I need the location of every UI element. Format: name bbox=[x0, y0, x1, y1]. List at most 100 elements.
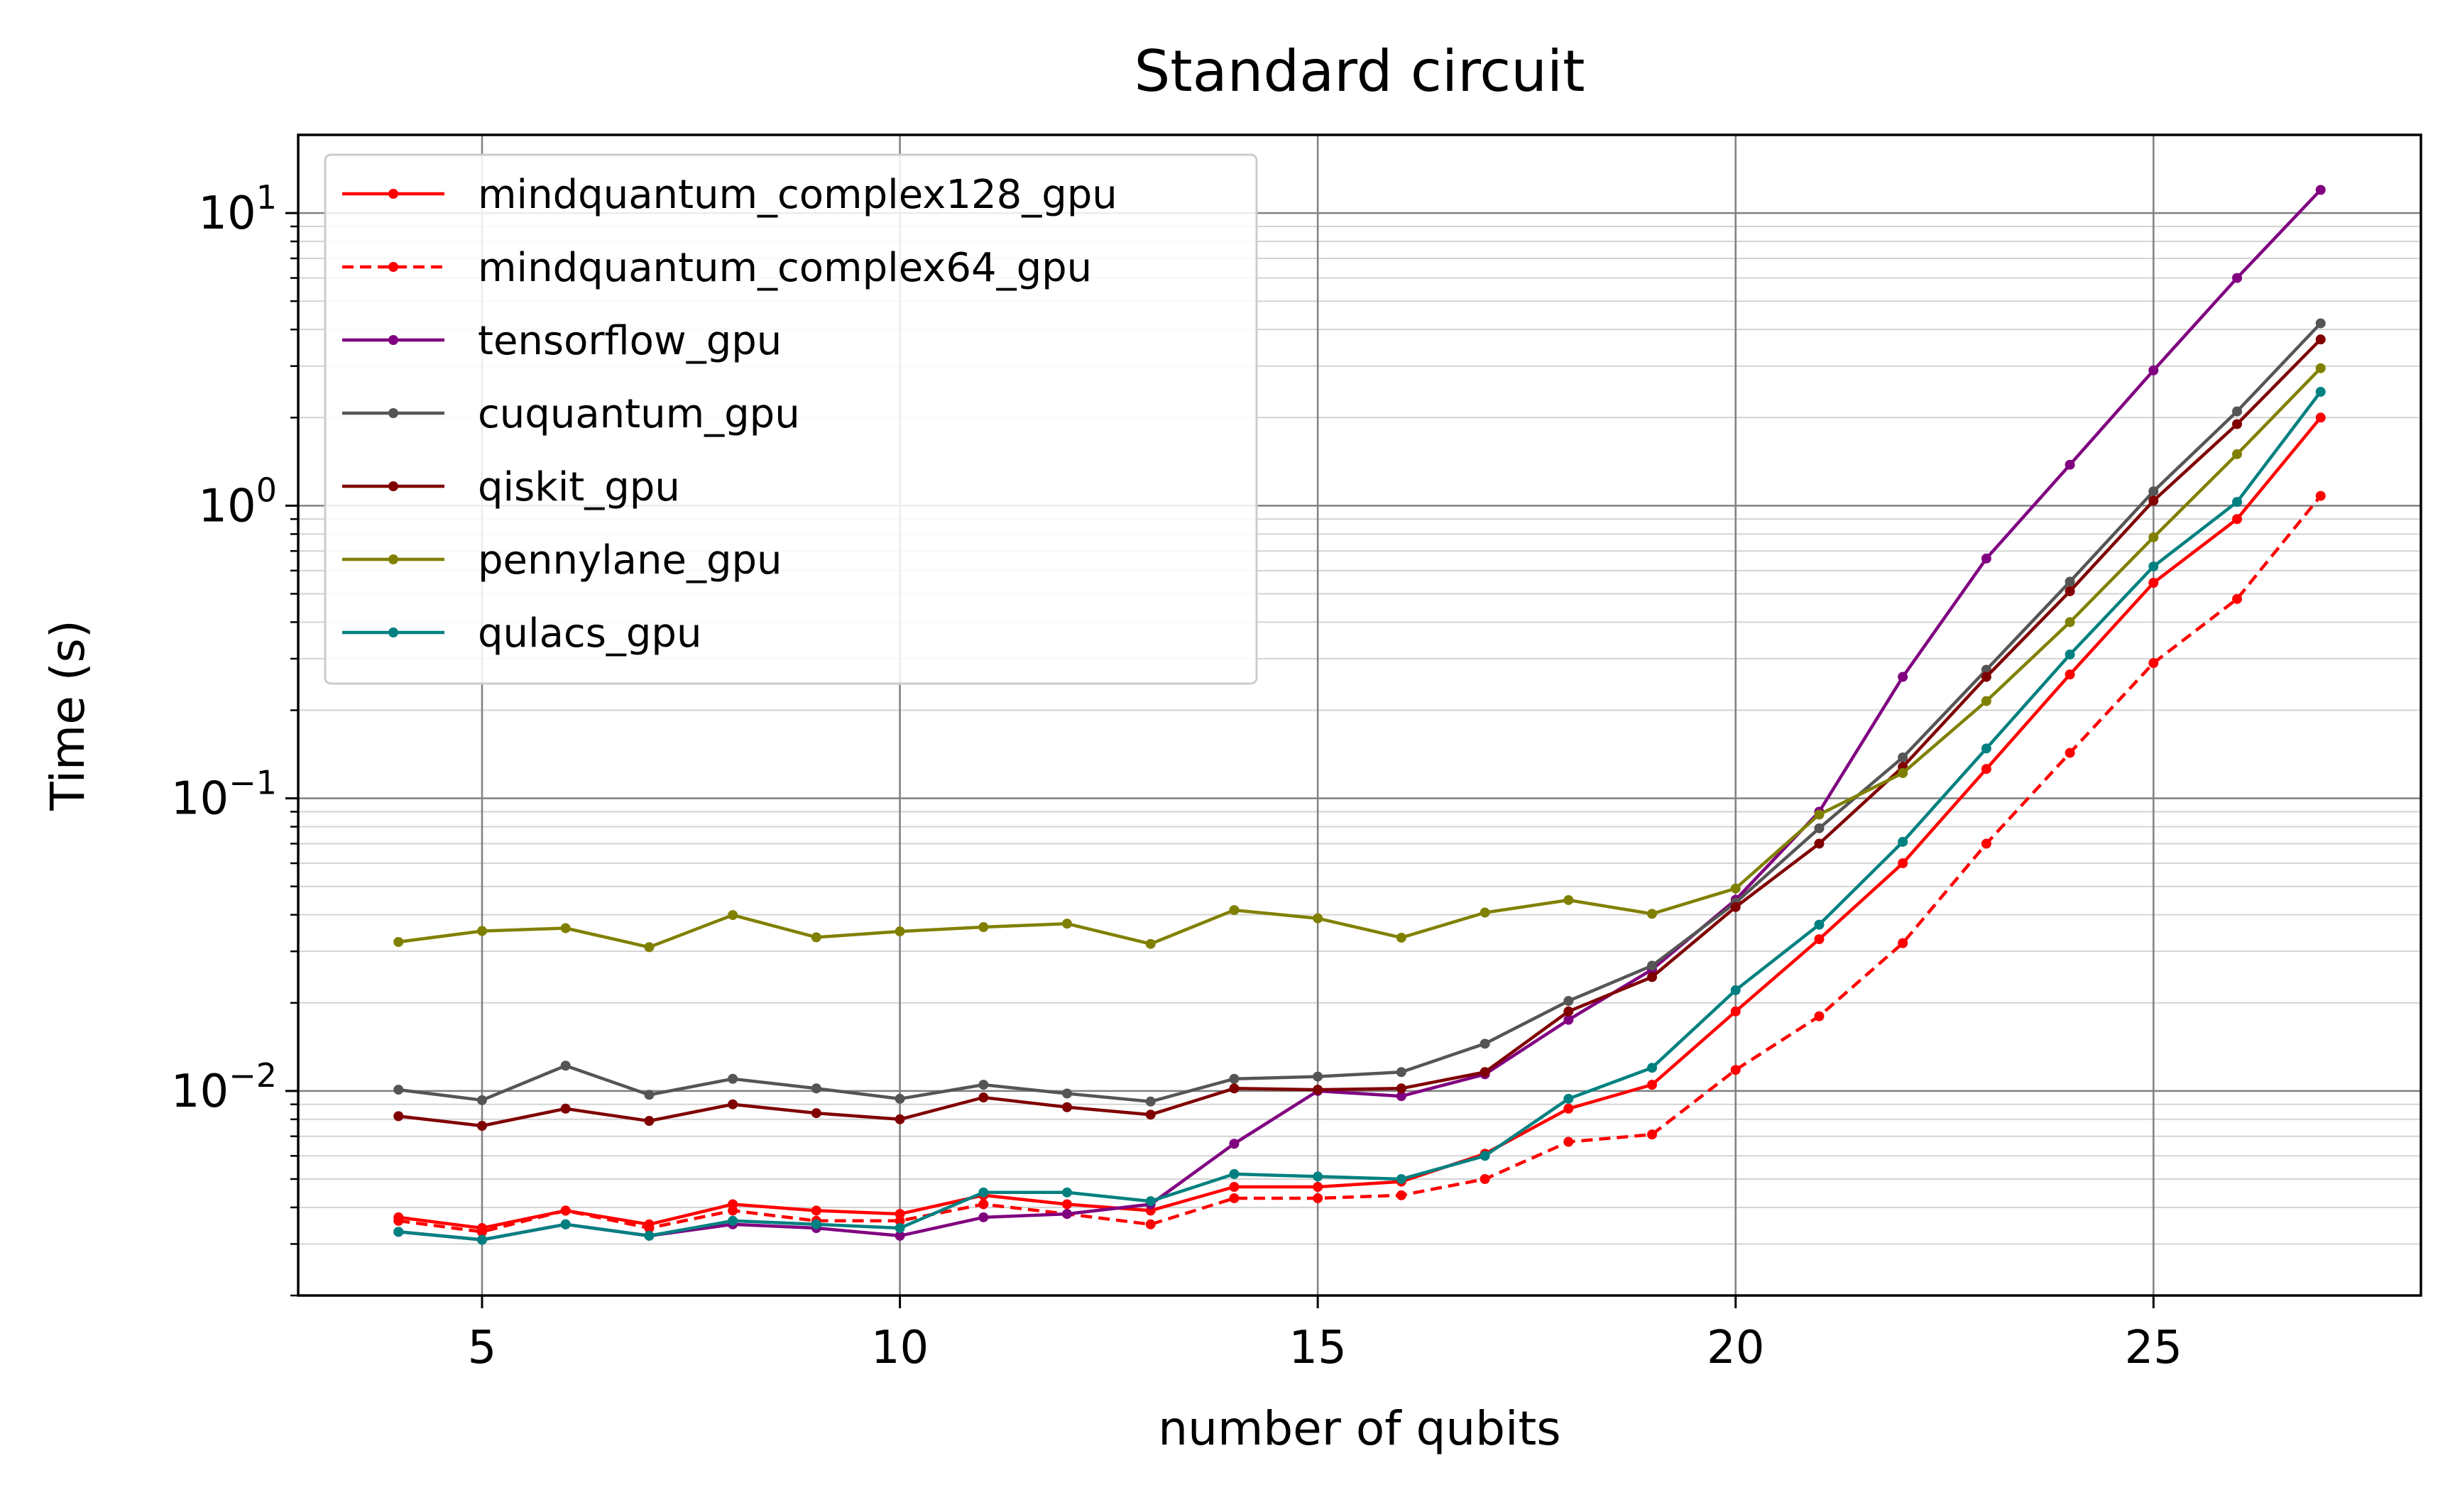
data-point bbox=[2148, 486, 2159, 497]
data-point bbox=[2148, 561, 2159, 571]
legend-label: qulacs_gpu bbox=[478, 610, 701, 657]
y-tick-base: 10 bbox=[171, 773, 229, 826]
data-point bbox=[2232, 497, 2243, 508]
x-tick-label: 10 bbox=[871, 1322, 929, 1374]
data-point bbox=[476, 1227, 487, 1237]
data-point bbox=[1313, 913, 1323, 924]
data-point bbox=[1981, 838, 1991, 849]
data-point bbox=[1480, 907, 1490, 918]
data-point bbox=[1563, 1014, 1574, 1025]
data-point bbox=[1563, 894, 1574, 905]
data-point bbox=[978, 1199, 989, 1210]
data-point bbox=[476, 1120, 487, 1131]
series-line bbox=[398, 322, 2322, 1104]
legend-item: qulacs_gpu bbox=[342, 610, 701, 657]
data-point bbox=[1229, 1073, 1240, 1084]
data-point bbox=[1981, 743, 1991, 754]
data-point bbox=[1898, 672, 1908, 682]
data-point bbox=[1981, 764, 1991, 774]
data-point bbox=[1647, 1129, 1658, 1140]
data-point bbox=[1313, 1182, 1323, 1193]
series-line bbox=[398, 338, 2322, 1128]
data-point bbox=[2148, 532, 2159, 542]
data-point bbox=[2232, 273, 2243, 283]
data-point bbox=[895, 1093, 905, 1104]
data-point bbox=[393, 1227, 404, 1237]
data-point bbox=[1396, 1173, 1406, 1184]
x-tick-label: 15 bbox=[1289, 1322, 1346, 1374]
data-point bbox=[1061, 1187, 1072, 1198]
data-point bbox=[1898, 752, 1908, 762]
data-point bbox=[1061, 919, 1072, 929]
data-point bbox=[728, 1073, 738, 1084]
data-point bbox=[2065, 669, 2075, 680]
data-point bbox=[978, 1092, 989, 1103]
data-point bbox=[1061, 1199, 1072, 1210]
legend-label: tensorflow_gpu bbox=[478, 318, 782, 364]
x-tick-label: 25 bbox=[2125, 1322, 2182, 1374]
legend-swatch-marker bbox=[388, 189, 398, 199]
data-point bbox=[644, 942, 655, 953]
data-point bbox=[978, 922, 989, 933]
x-axis-label: number of qubits bbox=[1158, 1401, 1560, 1456]
data-point bbox=[476, 1234, 487, 1245]
legend-label: pennylane_gpu bbox=[478, 537, 782, 584]
data-point bbox=[2315, 386, 2326, 397]
series-pennylane_gpu bbox=[393, 363, 2326, 953]
y-axis-label: Time (s) bbox=[40, 620, 95, 811]
data-point bbox=[1814, 934, 1825, 945]
data-point bbox=[1730, 1006, 1741, 1017]
data-point bbox=[1313, 1085, 1323, 1095]
y-tick-base: 10 bbox=[171, 1065, 229, 1118]
data-point bbox=[1898, 938, 1908, 948]
data-point bbox=[1145, 1096, 1156, 1107]
data-point bbox=[1480, 1067, 1490, 1078]
data-point bbox=[644, 1230, 655, 1241]
data-point bbox=[1898, 858, 1908, 869]
data-point bbox=[1563, 996, 1574, 1007]
data-point bbox=[1229, 1083, 1240, 1094]
data-point bbox=[978, 1080, 989, 1090]
data-point bbox=[2148, 578, 2159, 588]
data-point bbox=[1814, 809, 1825, 820]
y-tick-label: 10−1 bbox=[171, 764, 277, 826]
x-tick-label: 5 bbox=[468, 1322, 497, 1374]
data-point bbox=[728, 1215, 738, 1226]
data-point bbox=[1563, 1093, 1574, 1104]
data-point bbox=[895, 1114, 905, 1124]
data-point bbox=[1981, 672, 1991, 682]
data-point bbox=[811, 932, 821, 943]
legend-swatch-marker bbox=[388, 262, 398, 272]
data-point bbox=[1647, 1063, 1658, 1073]
data-point bbox=[1814, 823, 1825, 833]
legend-item: qiskit_gpu bbox=[342, 464, 680, 510]
legend-item: cuquantum_gpu bbox=[342, 391, 800, 437]
data-point bbox=[2232, 514, 2243, 525]
data-point bbox=[728, 910, 738, 921]
legend-label: mindquantum_complex128_gpu bbox=[478, 172, 1117, 218]
data-point bbox=[644, 1090, 655, 1100]
y-tick-label: 10−2 bbox=[171, 1056, 277, 1118]
data-point bbox=[1396, 1190, 1406, 1200]
y-tick-base: 10 bbox=[198, 480, 256, 532]
chart-title: Standard circuit bbox=[1134, 38, 1585, 104]
legend-swatch-marker bbox=[388, 628, 398, 637]
data-point bbox=[2065, 576, 2075, 587]
data-point bbox=[1647, 960, 1658, 971]
series-line bbox=[398, 416, 2322, 1230]
data-point bbox=[1229, 1182, 1240, 1193]
legend-swatch-marker bbox=[388, 481, 398, 491]
data-point bbox=[1145, 1110, 1156, 1120]
data-point bbox=[1981, 553, 1991, 564]
legend-label: qiskit_gpu bbox=[478, 464, 680, 510]
data-point bbox=[728, 1205, 738, 1216]
data-point bbox=[1396, 1091, 1406, 1102]
data-point bbox=[811, 1108, 821, 1119]
data-point bbox=[560, 1219, 571, 1229]
data-point bbox=[728, 1099, 738, 1110]
legend-item: tensorflow_gpu bbox=[342, 318, 782, 364]
data-point bbox=[2065, 586, 2075, 596]
data-point bbox=[978, 1212, 989, 1222]
data-point bbox=[1061, 1209, 1072, 1220]
